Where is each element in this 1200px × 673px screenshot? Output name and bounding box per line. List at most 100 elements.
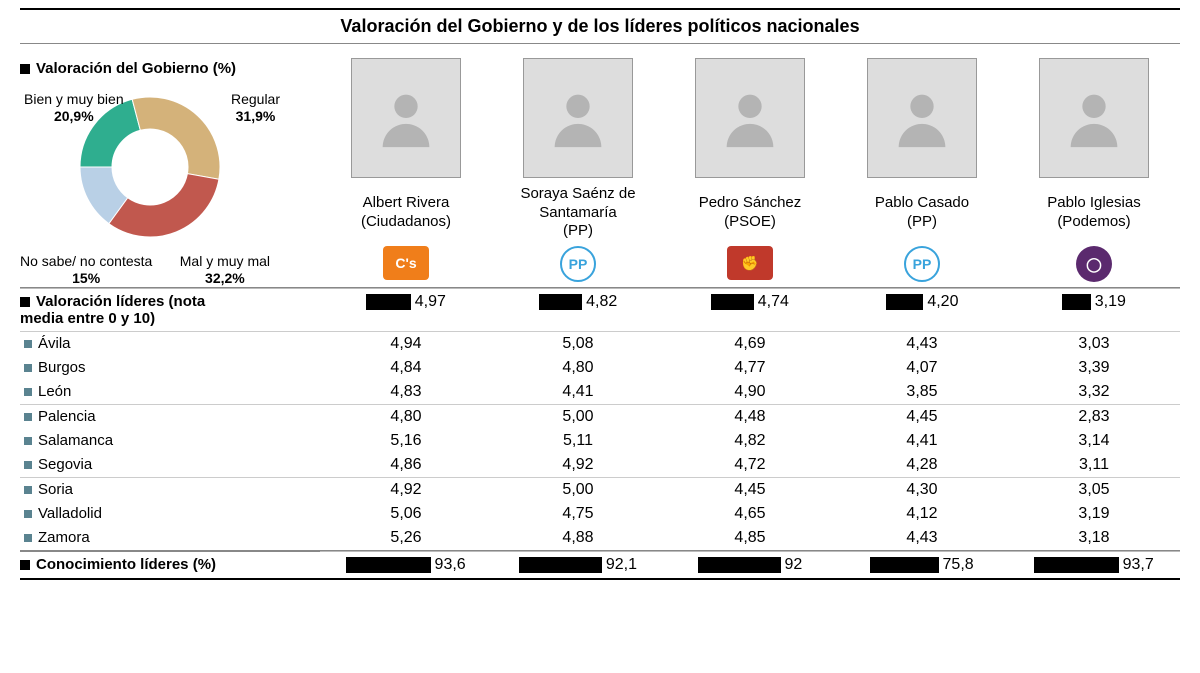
province-value: 4,07: [836, 356, 1008, 380]
leader-header: Soraya Saénz de Santamaría(PP)PP: [492, 54, 664, 284]
bar-value: 92,1: [492, 551, 664, 578]
province-value: 5,00: [492, 404, 664, 429]
donut-label-good: Bien y muy bien20,9%: [24, 91, 124, 125]
bar-value: 4,74: [664, 288, 836, 315]
province-label: Zamora: [20, 526, 320, 549]
province-value: 3,18: [1008, 526, 1180, 550]
province-value: 3,05: [1008, 477, 1180, 502]
province-label: Ávila: [20, 331, 320, 355]
province-label: Soria: [20, 477, 320, 501]
province-label: Valladolid: [20, 502, 320, 525]
donut-label-nsnc: No sabe/ no contesta15%: [20, 253, 152, 287]
province-label: Segovia: [20, 453, 320, 476]
province-label: León: [20, 380, 320, 403]
bar-icon: [886, 294, 924, 310]
bar-icon: [711, 294, 754, 310]
main-grid: Valoración del Gobierno (%) Bien y muy b…: [20, 54, 1180, 580]
leader-name: Soraya Saénz de Santamaría(PP): [496, 184, 660, 242]
province-value: 4,90: [664, 380, 836, 404]
province-label: Burgos: [20, 356, 320, 379]
bullet-icon: [24, 486, 32, 494]
bar-label: 4,82: [586, 293, 617, 311]
province-value: 4,43: [836, 526, 1008, 550]
leader-header: Pedro Sánchez(PSOE)✊: [664, 54, 836, 282]
bar-icon: [870, 557, 938, 573]
province-value: 4,30: [836, 477, 1008, 502]
province-value: 4,41: [492, 380, 664, 404]
gov-section-label: Valoración del Gobierno (%): [20, 54, 310, 83]
province-value: 4,92: [492, 453, 664, 477]
province-value: 4,72: [664, 453, 836, 477]
donut-chart: Bien y muy bien20,9% Regular31,9% Mal y …: [20, 87, 280, 287]
bar-label: 93,7: [1123, 556, 1154, 574]
bullet-icon: [24, 510, 32, 518]
bullet-icon: [20, 64, 30, 74]
province-value: 4,88: [492, 526, 664, 550]
donut-label-regular: Regular31,9%: [231, 91, 280, 125]
province-value: 4,28: [836, 453, 1008, 477]
bar-icon: [346, 557, 430, 573]
leader-name: Pedro Sánchez(PSOE): [668, 184, 832, 242]
page-title: Valoración del Gobierno y de los líderes…: [20, 8, 1180, 44]
province-label: Palencia: [20, 404, 320, 428]
province-value: 3,19: [1008, 502, 1180, 526]
bar-value: 93,7: [1008, 551, 1180, 578]
bar-label: 92,1: [606, 556, 637, 574]
province-value: 4,41: [836, 429, 1008, 453]
bar-label: 92: [785, 556, 803, 574]
province-value: 4,12: [836, 502, 1008, 526]
province-value: 4,48: [664, 404, 836, 429]
province-value: 5,11: [492, 429, 664, 453]
province-value: 5,16: [320, 429, 492, 453]
leader-name: Albert Rivera(Ciudadanos): [324, 184, 488, 242]
province-value: 3,85: [836, 380, 1008, 404]
leader-portrait: [1039, 58, 1149, 178]
leader-name: Pablo Iglesias(Podemos): [1012, 184, 1176, 242]
bar-icon: [519, 557, 602, 573]
province-value: 4,43: [836, 331, 1008, 356]
province-value: 4,85: [664, 526, 836, 550]
province-value: 4,80: [320, 404, 492, 429]
leader-name: Pablo Casado(PP): [840, 184, 1004, 242]
province-value: 4,83: [320, 380, 492, 404]
bullet-icon: [24, 437, 32, 445]
province-label: Salamanca: [20, 429, 320, 452]
province-value: 3,39: [1008, 356, 1180, 380]
province-value: 4,84: [320, 356, 492, 380]
bar-icon: [1034, 557, 1118, 573]
bar-label: 93,6: [435, 556, 466, 574]
leader-header: Pablo Iglesias(Podemos)◯: [1008, 54, 1180, 284]
province-value: 3,32: [1008, 380, 1180, 404]
leader-portrait: [867, 58, 977, 178]
province-value: 3,14: [1008, 429, 1180, 453]
bar-icon: [539, 294, 582, 310]
bar-label: 4,20: [927, 293, 958, 311]
bar-value: 4,82: [492, 288, 664, 315]
bar-value: 75,8: [836, 551, 1008, 578]
province-value: 4,82: [664, 429, 836, 453]
bullet-icon: [20, 297, 30, 307]
leader-portrait: [523, 58, 633, 178]
bullet-icon: [24, 340, 32, 348]
bar-icon: [1062, 294, 1091, 310]
province-value: 2,83: [1008, 404, 1180, 429]
province-value: 4,69: [664, 331, 836, 356]
province-value: 4,75: [492, 502, 664, 526]
donut-label-bad: Mal y muy mal32,2%: [180, 253, 270, 287]
bullet-icon: [20, 560, 30, 570]
bar-value: 4,97: [320, 288, 492, 315]
bar-label: 75,8: [943, 556, 974, 574]
row-header: Conocimiento líderes (%): [20, 551, 320, 577]
province-value: 4,77: [664, 356, 836, 380]
province-value: 5,08: [492, 331, 664, 356]
bar-label: 3,19: [1095, 293, 1126, 311]
province-value: 4,45: [664, 477, 836, 502]
bar-value: 93,6: [320, 551, 492, 578]
province-value: 5,26: [320, 526, 492, 550]
province-value: 4,80: [492, 356, 664, 380]
bullet-icon: [24, 534, 32, 542]
leader-portrait: [351, 58, 461, 178]
province-value: 4,92: [320, 477, 492, 502]
province-value: 3,03: [1008, 331, 1180, 356]
province-value: 4,45: [836, 404, 1008, 429]
